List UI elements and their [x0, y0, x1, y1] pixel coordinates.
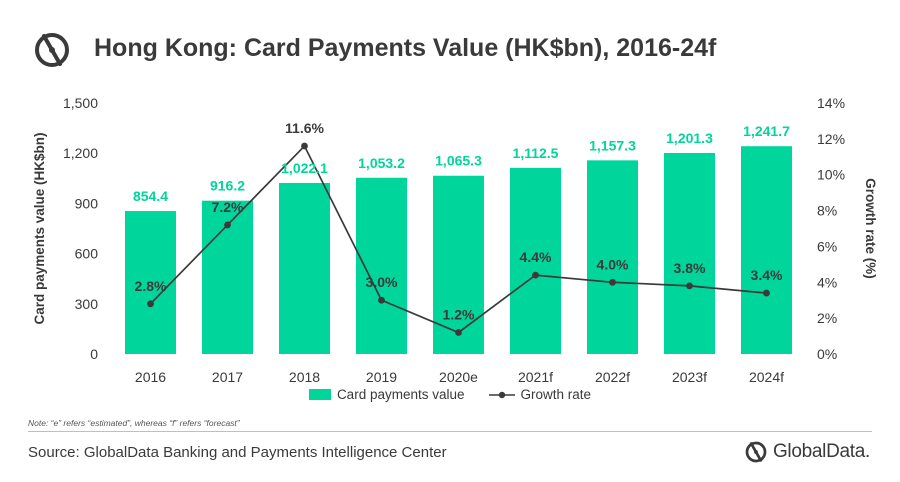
growth-rate-point: [378, 296, 385, 304]
y-tick-label: 1,200: [63, 145, 98, 161]
y-tick-label: 600: [75, 246, 99, 262]
brand-name: GlobalData.: [772, 441, 870, 462]
growth-rate-label: 11.6%: [285, 120, 324, 136]
growth-rate-label: 3.4%: [751, 267, 783, 283]
y2-tick-label: 10%: [817, 167, 845, 183]
globaldata-brand-icon: [745, 441, 767, 463]
growth-rate-label: 2.8%: [135, 278, 167, 294]
y2-tick-label: 12%: [817, 131, 845, 147]
legend: Card payments value Growth rate: [0, 387, 900, 402]
bar-value-label: 1,053.2: [358, 155, 405, 171]
legend-swatch-bar: [308, 389, 331, 400]
footer-divider: [28, 431, 872, 432]
y2-tick-label: 14%: [817, 95, 845, 111]
bar: [741, 146, 792, 354]
growth-rate-label: 1.2%: [443, 306, 475, 322]
x-tick-label: 2023f: [672, 369, 707, 385]
footnote: Note: “e” refers “estimated”, whereas “f…: [28, 418, 240, 428]
bar-value-label: 916.2: [210, 178, 245, 194]
growth-rate-point: [686, 282, 693, 290]
bar: [587, 160, 638, 354]
y-tick-label: 300: [75, 296, 99, 312]
x-tick-label: 2019: [366, 369, 397, 385]
brand: GlobalData.: [744, 440, 870, 464]
bar: [125, 211, 176, 354]
source-text: Source: GlobalData Banking and Payments …: [28, 444, 447, 461]
legend-item-bar: Card payments value: [308, 387, 465, 402]
growth-rate-label: 7.2%: [212, 199, 244, 215]
growth-rate-label: 4.4%: [520, 249, 552, 265]
bar: [279, 182, 330, 354]
x-tick-label: 2018: [289, 369, 320, 385]
bar: [510, 167, 561, 354]
bar-value-label: 1,022.1: [281, 160, 328, 176]
y-axis-title: Card payments value (HK$bn): [32, 132, 47, 324]
x-tick-label: 2017: [212, 369, 243, 385]
y2-tick-label: 0%: [817, 346, 837, 362]
x-tick-label: 2020e: [439, 369, 478, 385]
growth-rate-point: [532, 271, 539, 279]
legend-swatch-line: [488, 391, 515, 398]
growth-rate-label: 4.0%: [597, 256, 629, 272]
x-tick-label: 2016: [135, 369, 166, 385]
x-tick-label: 2021f: [518, 369, 553, 385]
growth-rate-point: [224, 221, 231, 229]
legend-label-line: Growth rate: [520, 387, 592, 402]
growth-rate-point: [763, 289, 770, 297]
globaldata-logo-icon: [35, 33, 69, 67]
bar-value-label: 1,157.3: [589, 137, 636, 153]
growth-rate-label: 3.0%: [366, 274, 398, 290]
x-tick-label: 2022f: [595, 369, 630, 385]
y2-tick-label: 6%: [817, 238, 837, 254]
bar: [664, 152, 715, 354]
bar-value-label: 1,112.5: [513, 145, 559, 161]
bar: [433, 175, 484, 354]
growth-rate-point: [455, 329, 462, 336]
bar-value-label: 1,201.3: [666, 130, 713, 146]
y-tick-label: 0: [90, 346, 98, 362]
legend-label-bar: Card payments value: [336, 387, 465, 402]
bar-value-label: 1,241.7: [743, 123, 790, 139]
growth-rate-point: [301, 142, 308, 150]
x-tick-label: 2024f: [749, 369, 784, 385]
growth-rate-label: 3.8%: [674, 260, 706, 276]
chart: 0 300 600 900 1,200 1,500 0% 2% 4% 6% 8% 10% 12% 14% C…: [32, 95, 878, 385]
bar-value-label: 1,065.3: [435, 153, 482, 169]
growth-rate-point: [147, 300, 154, 308]
bar-value-label: 854.4: [133, 188, 168, 204]
chart-title: Hong Kong: Card Payments Value (HK$bn), …: [94, 34, 717, 62]
y2-tick-label: 8%: [817, 203, 837, 219]
y2-tick-label: 2%: [817, 310, 837, 326]
y-tick-label: 900: [75, 195, 99, 211]
y2-tick-label: 4%: [817, 274, 837, 290]
y-tick-label: 1,500: [63, 95, 98, 111]
y2-axis-title: Growth rate (%): [863, 178, 878, 279]
header: Hong Kong: Card Payments Value (HK$bn), …: [0, 0, 900, 88]
growth-rate-point: [609, 278, 616, 286]
legend-item-line: Growth rate: [488, 387, 592, 402]
